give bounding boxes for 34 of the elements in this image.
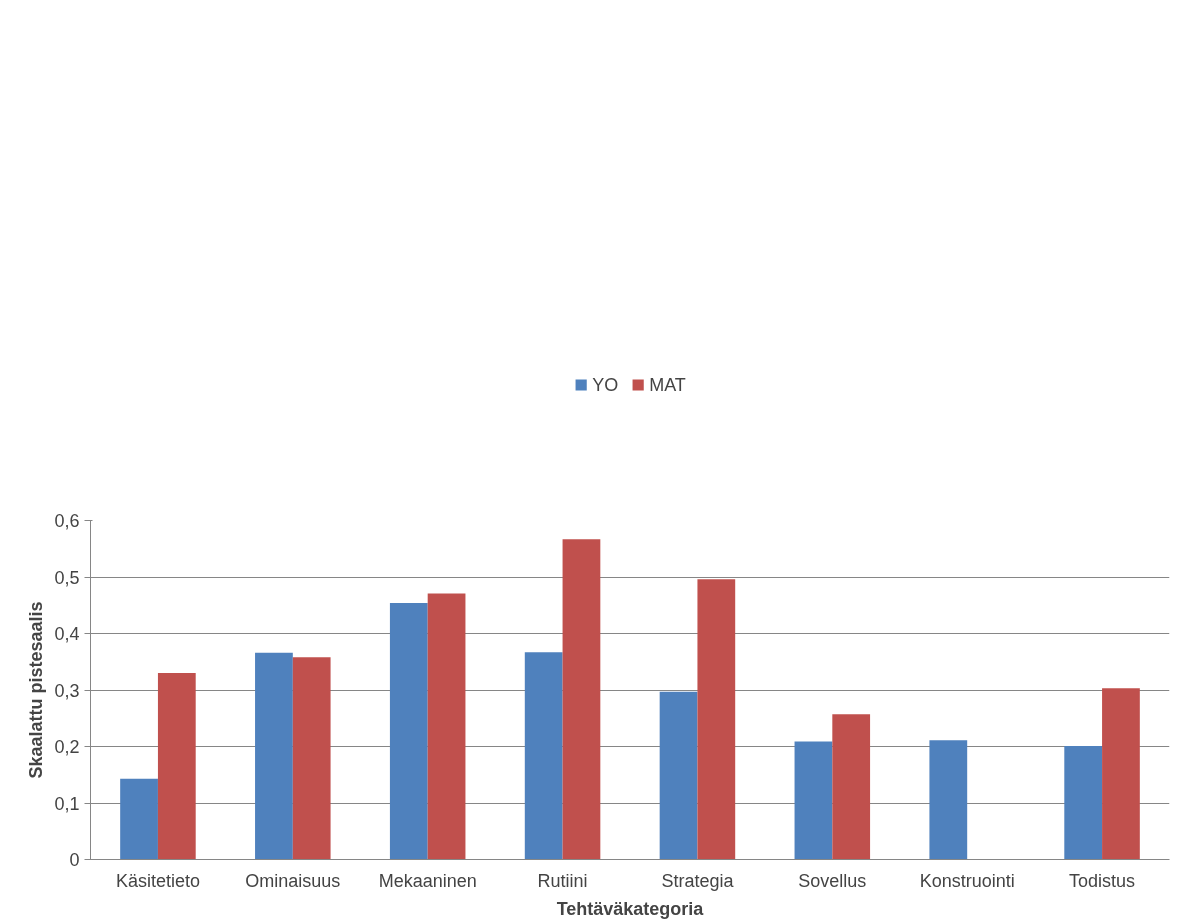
bar [524, 652, 563, 860]
y-tick-label: 0,2 [54, 737, 80, 757]
bar [389, 602, 428, 860]
y-tick-label: 0 [69, 850, 80, 870]
y-tick-label: 0,6 [54, 511, 80, 531]
bar [1102, 688, 1140, 860]
x-tick-label: Konstruointi [919, 870, 1015, 891]
bar [659, 691, 698, 860]
x-axis-title: Tehtäväkategoria [556, 898, 705, 919]
bar [1064, 745, 1103, 860]
bar [832, 714, 871, 860]
bar [929, 740, 968, 860]
legend-label: MAT [649, 374, 686, 396]
bar [794, 741, 833, 860]
legend-label: YO [592, 374, 619, 396]
y-axis-title: Skaalattu pistesaalis [26, 601, 47, 779]
bar [120, 778, 158, 860]
bar [157, 673, 196, 860]
bar [697, 579, 736, 860]
x-tick-label: Rutiini [537, 870, 588, 891]
x-tick-label: Ominaisuus [245, 870, 341, 891]
x-tick-label: Strategia [661, 870, 735, 891]
y-tick-label: 0,4 [54, 624, 80, 644]
y-tick-label: 0,3 [54, 680, 80, 701]
y-tick-label: 0,5 [54, 567, 80, 588]
x-tick-label: Todistus [1069, 870, 1136, 891]
x-tick-label: Käsitetieto [115, 870, 200, 891]
bar [562, 539, 601, 860]
bar [255, 652, 293, 860]
bar [427, 593, 466, 860]
bar [292, 657, 331, 860]
y-tick-label: 0,1 [54, 793, 80, 814]
x-tick-label: Mekaaninen [378, 870, 477, 891]
x-tick-label: Sovellus [798, 870, 867, 891]
